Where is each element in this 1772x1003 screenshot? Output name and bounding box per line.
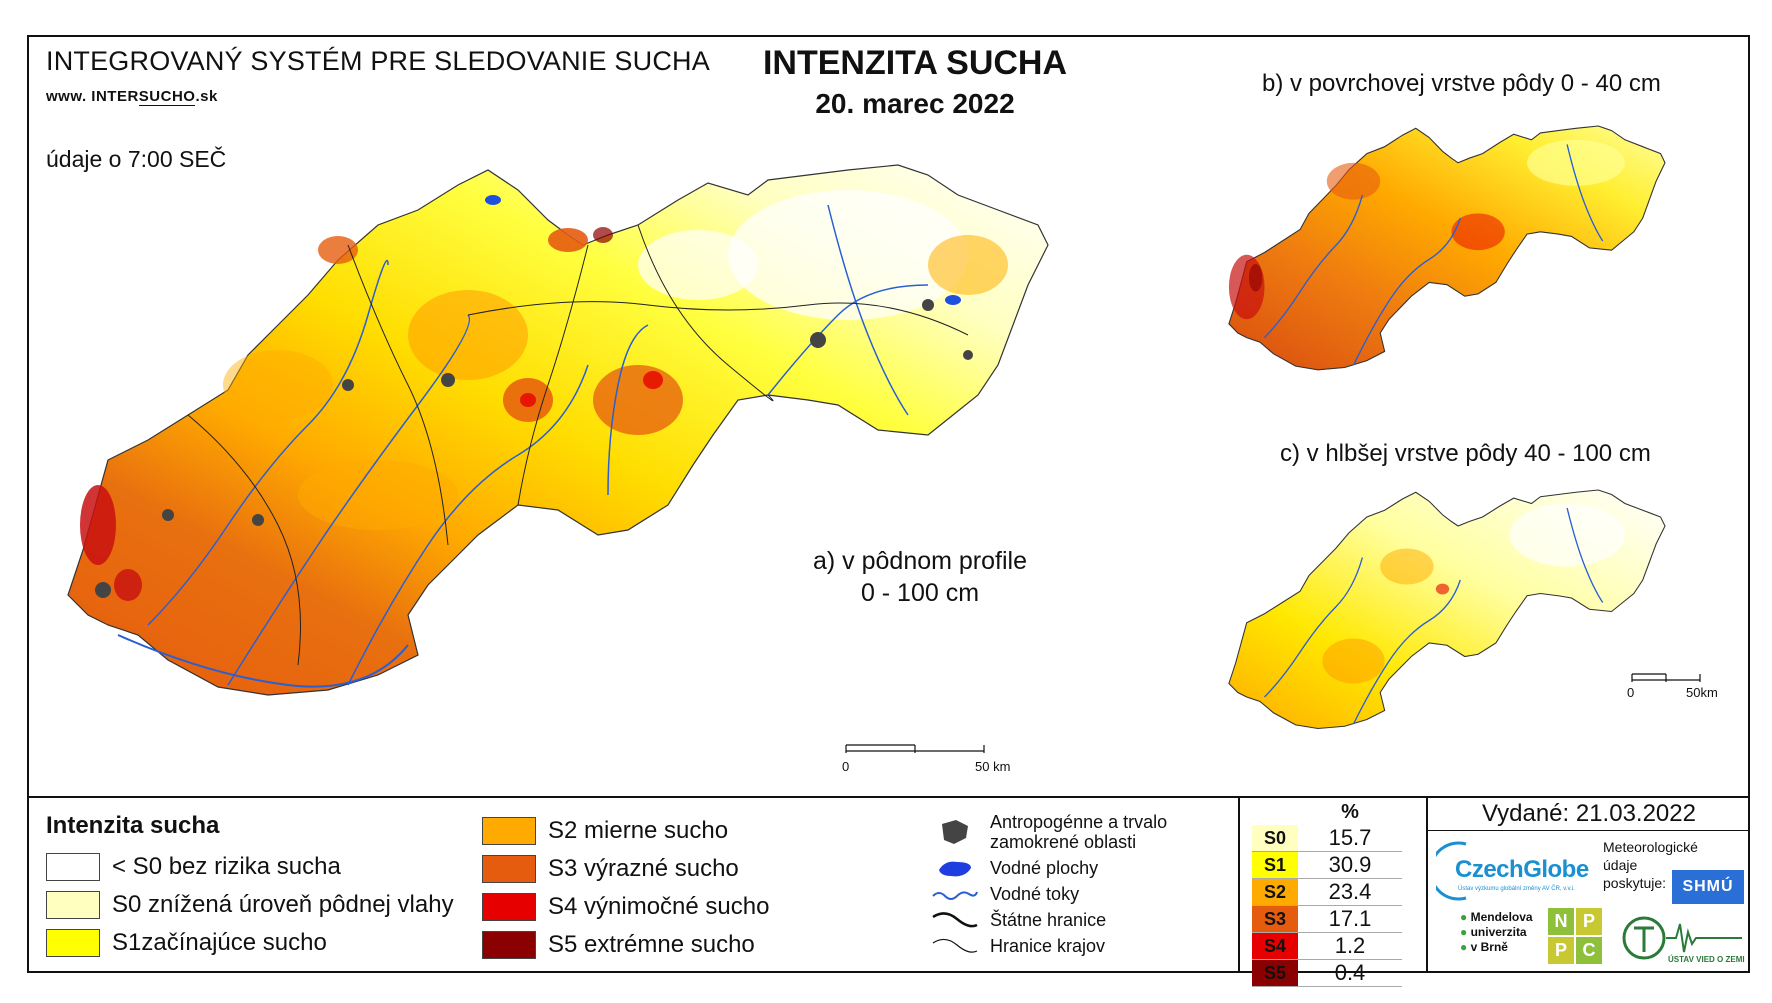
system-name: INTEGROVANÝ SYSTÉM PRE SLEDOVANIE SUCHA: [46, 46, 710, 76]
urban-area-icon: [930, 820, 980, 844]
legend-item-s0-none: < S0 bez rizika sucha: [46, 852, 341, 882]
scale-bar-main: 0 50 km: [842, 744, 1010, 774]
page-title: INTENZITA SUCHA: [762, 44, 1068, 82]
drought-percent-table: % S0 15.7 S1 30.9 S2 23.4 S3 17.1 S4 1.2 S5 0.…: [1252, 800, 1402, 987]
legend-symbol-water: Vodné plochy: [930, 856, 1098, 880]
swatch: [46, 853, 100, 881]
state-border-icon: [930, 908, 980, 932]
svg-text:50 km: 50 km: [975, 759, 1010, 774]
legend-symbol-river: Vodné toky: [930, 882, 1079, 906]
table-row: S5 0.4: [1252, 959, 1402, 987]
map-a-label: a) v pôdnom profile 0 - 100 cm: [812, 547, 1027, 607]
svg-text:50km: 50km: [1686, 685, 1718, 700]
legend-divider: [27, 796, 1750, 798]
nppc-logo-icon: N P P C: [1548, 908, 1602, 964]
region-border-icon: [930, 934, 980, 958]
map-frame: [27, 35, 1750, 973]
map-b-label: b) v povrchovej vrstve pôdy 0 - 40 cm: [1262, 70, 1661, 97]
table-row: S2 23.4: [1252, 878, 1402, 906]
water-body-icon: [930, 856, 980, 880]
table-row: S0 15.7: [1252, 825, 1402, 852]
svg-text:ÚSTAV VIED O ZEMI: ÚSTAV VIED O ZEMI: [1668, 955, 1745, 964]
legend-item-s2: S2 mierne sucho: [482, 816, 728, 846]
meteo-provider-label: Meteorologické údaje poskytuje:: [1603, 839, 1698, 891]
percent-header: %: [1341, 801, 1359, 823]
shmu-logo-icon: SHMÚ: [1672, 870, 1744, 904]
czechglobe-subtitle: Ústav výzkumu globální změny AV ČR, v.v.…: [1458, 886, 1575, 892]
legend-item-s0: S0 znížená úroveň pôdnej vlahy: [46, 890, 454, 920]
table-row: S1 30.9: [1252, 851, 1402, 879]
legend-symbol-region-border: Hranice krajov: [930, 934, 1105, 958]
legend-symbol-state-border: Štátne hranice: [930, 908, 1106, 932]
svg-text:0: 0: [1627, 685, 1634, 700]
issued-divider: [1428, 830, 1750, 831]
czechglobe-name: CzechGlobe: [1455, 856, 1589, 883]
legend-item-s5: S5 extrémne sucho: [482, 930, 755, 960]
website-url[interactable]: www. INTERSUCHO.sk: [46, 88, 218, 106]
scale-bar-small: 0 50km: [1627, 673, 1718, 700]
legend-title: Intenzita sucha: [46, 812, 220, 839]
map-a-soil-profile: [67, 164, 1049, 696]
legend-item-s4: S4 výnimočné sucho: [482, 892, 769, 922]
table-row: S3 17.1: [1252, 905, 1402, 933]
issued-date: Vydané: 21.03.2022: [1482, 800, 1696, 827]
river-icon: [930, 882, 980, 906]
legend-item-s1: S1začínajúce sucho: [46, 928, 327, 958]
legend-symbol-urban: Antropogénne a trvalo zamokrené oblasti: [930, 812, 1167, 852]
legend-separator-2: [1426, 796, 1428, 973]
czechglobe-logo-icon: [1436, 841, 1467, 901]
table-row: S4 1.2: [1252, 932, 1402, 960]
map-c-label: c) v hlbšej vrstve pôdy 40 - 100 cm: [1280, 440, 1651, 467]
map-b-topsoil: [1228, 125, 1666, 371]
legend-item-s3: S3 výrazné sucho: [482, 854, 739, 884]
legend-separator-1: [1238, 796, 1240, 973]
data-time: údaje o 7:00 SEČ: [46, 146, 227, 172]
earth-science-institute-logo-icon: ÚSTAV VIED O ZEMI: [1622, 916, 1745, 964]
svg-text:0: 0: [842, 759, 849, 774]
mendel-university-logo: ● Mendelova ● univerzita ● v Brně: [1460, 910, 1533, 954]
map-date: 20. marec 2022: [815, 88, 1015, 119]
map-c-subsoil: [1228, 489, 1666, 730]
